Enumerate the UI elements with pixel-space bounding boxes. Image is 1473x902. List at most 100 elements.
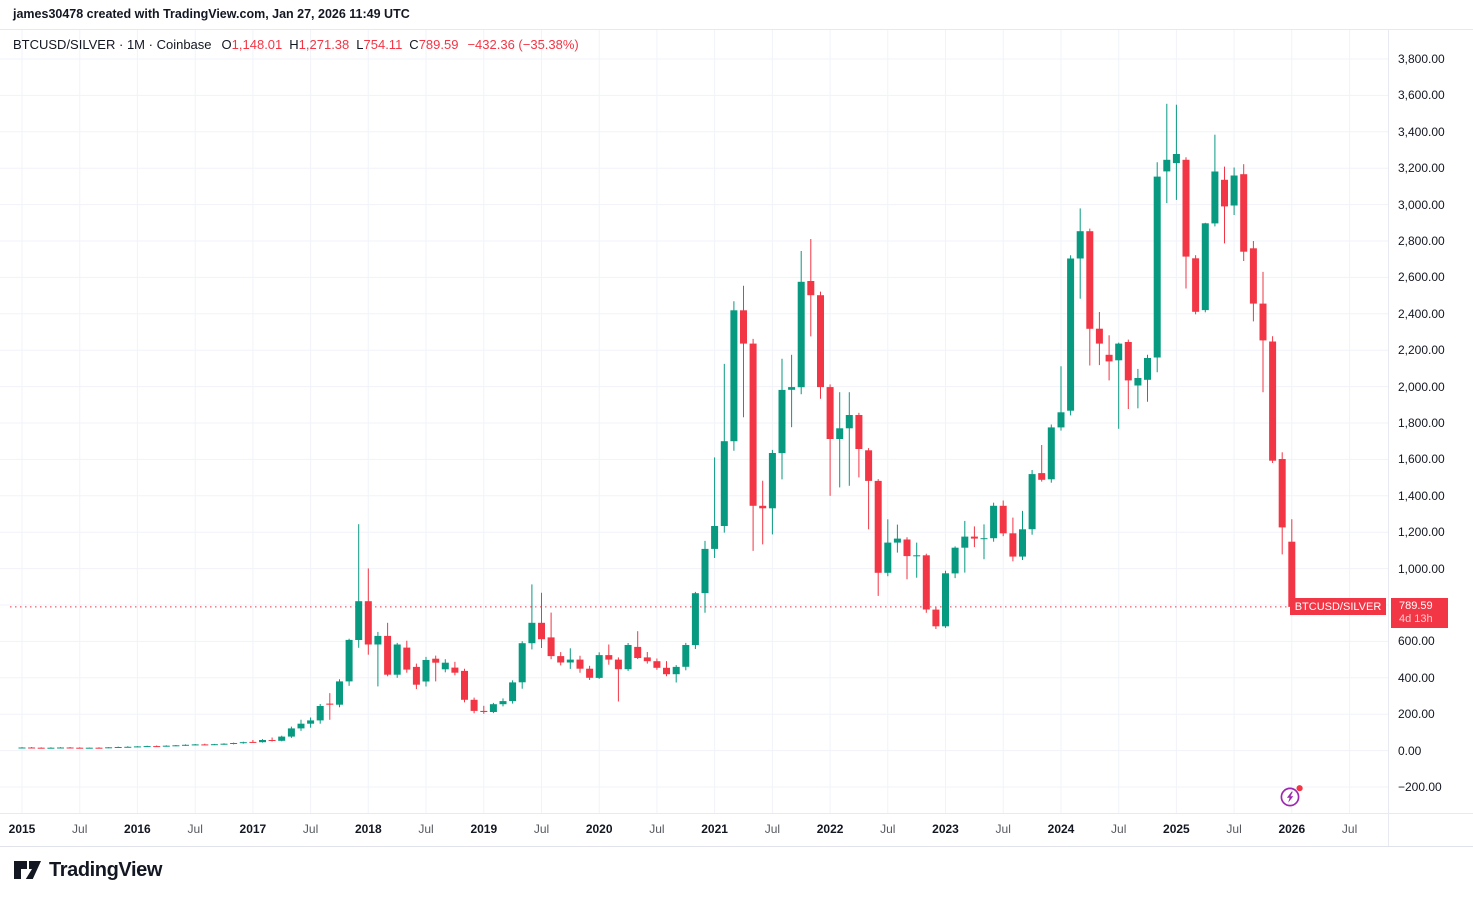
candle-body bbox=[432, 658, 440, 663]
time-tick-month: Jul bbox=[649, 822, 665, 836]
candle-body bbox=[740, 310, 747, 344]
candle-body bbox=[239, 742, 247, 744]
candle-body bbox=[124, 746, 132, 748]
time-tick-year: 2015 bbox=[8, 822, 36, 836]
candle-body bbox=[855, 415, 863, 449]
candle-body bbox=[1028, 474, 1036, 530]
candle-body bbox=[1067, 258, 1075, 411]
candle-body bbox=[817, 295, 824, 388]
candle-body bbox=[1172, 154, 1180, 164]
price-tick-label: 600.00 bbox=[1398, 634, 1435, 649]
candle-body bbox=[18, 747, 26, 749]
candle-body bbox=[451, 667, 459, 673]
candle-body bbox=[797, 281, 805, 388]
time-tick-year: 2018 bbox=[354, 822, 382, 836]
exchange-label: Coinbase bbox=[156, 36, 212, 52]
candle-body bbox=[230, 743, 238, 744]
time-tick-year: 2019 bbox=[470, 822, 498, 836]
candle-body bbox=[711, 526, 719, 549]
candle-body bbox=[1038, 473, 1046, 480]
price-tick-label: 2,200.00 bbox=[1398, 343, 1445, 358]
time-axis-border bbox=[0, 846, 1473, 847]
price-tick-label: 2,000.00 bbox=[1398, 379, 1445, 394]
candle-body bbox=[1076, 231, 1084, 259]
time-tick-month: Jul bbox=[302, 822, 319, 836]
ohlc-open-value: 1,148.01 bbox=[231, 36, 283, 52]
candle-body bbox=[1134, 378, 1142, 386]
candle-body bbox=[1057, 412, 1065, 428]
candle-body bbox=[480, 710, 488, 712]
ohlc-open-label: O bbox=[221, 36, 232, 52]
candle-body bbox=[1105, 354, 1113, 362]
candle-body bbox=[1115, 343, 1123, 361]
price-tick-label: 1,800.00 bbox=[1398, 416, 1445, 430]
candle-body bbox=[412, 666, 420, 685]
candle-body bbox=[422, 660, 430, 682]
candle-body bbox=[970, 536, 978, 539]
candle-body bbox=[1230, 175, 1238, 206]
candle-body bbox=[672, 666, 680, 675]
candle-body bbox=[922, 555, 930, 610]
tradingview-logo[interactable]: TradingView bbox=[13, 857, 162, 883]
ohlc-high-label: H bbox=[289, 36, 299, 52]
candle-body bbox=[749, 343, 757, 506]
candle-body bbox=[1269, 341, 1277, 461]
bar-countdown: 4d 13h bbox=[1399, 612, 1433, 625]
candle-body bbox=[201, 744, 209, 746]
candle-body bbox=[1144, 358, 1151, 380]
watermark-bar: james30478 created with TradingView.com,… bbox=[0, 0, 1473, 30]
candle-body bbox=[441, 662, 449, 670]
legend: BTCUSD/SILVER · 1M · Coinbase O 1,148.01… bbox=[13, 36, 579, 52]
candle-body bbox=[893, 538, 901, 543]
candle-body bbox=[28, 747, 36, 749]
candle-body bbox=[528, 622, 536, 644]
time-tick-year: 2021 bbox=[701, 822, 728, 836]
price-tick-label: −200.00 bbox=[1398, 780, 1442, 794]
time-tick-month: Jul bbox=[764, 822, 781, 836]
time-tick-year: 2020 bbox=[585, 822, 613, 836]
candle-body bbox=[691, 593, 699, 646]
candle-body bbox=[566, 659, 574, 663]
candle-body bbox=[1211, 171, 1219, 224]
time-tick-year: 2025 bbox=[1163, 822, 1190, 836]
price-tick-label: 400.00 bbox=[1398, 670, 1435, 685]
candle-body bbox=[865, 450, 873, 481]
candle-body bbox=[133, 746, 141, 748]
candle-body bbox=[1019, 529, 1026, 557]
candle-body bbox=[355, 601, 363, 640]
lightning-bolt-icon bbox=[1286, 791, 1294, 803]
price-tick-label: 1,600.00 bbox=[1398, 452, 1445, 467]
candle-body bbox=[259, 740, 266, 743]
candle-body bbox=[499, 701, 507, 705]
ohlc-close-label: C bbox=[409, 36, 419, 52]
candles bbox=[18, 103, 1296, 749]
flash-event-icon[interactable] bbox=[1278, 782, 1306, 810]
candle-body bbox=[1153, 176, 1161, 358]
tradingview-logo-text: TradingView bbox=[49, 858, 163, 881]
candle-body bbox=[845, 415, 853, 429]
candle-body bbox=[836, 428, 844, 439]
candle-body bbox=[95, 747, 103, 749]
candle-body bbox=[595, 655, 603, 678]
candle-body bbox=[538, 622, 545, 640]
candle-body bbox=[210, 744, 218, 746]
time-tick-year: 2022 bbox=[816, 822, 844, 836]
candle-body bbox=[653, 661, 661, 668]
notification-dot bbox=[1296, 785, 1303, 792]
candle-body bbox=[874, 480, 882, 573]
candle-body bbox=[624, 645, 632, 670]
time-tick-year: 2023 bbox=[932, 822, 959, 836]
time-tick-month: Jul bbox=[1341, 822, 1358, 836]
candle-body bbox=[1201, 223, 1209, 311]
candle-body bbox=[1124, 342, 1132, 381]
candle-body bbox=[220, 743, 228, 745]
time-tick-year: 2016 bbox=[124, 822, 151, 836]
candle-body bbox=[461, 670, 468, 700]
symbol-title[interactable]: BTCUSD/SILVER · 1M · Coinbase bbox=[13, 36, 212, 52]
candle-body bbox=[759, 505, 767, 509]
candle-body bbox=[37, 747, 45, 749]
candle-body bbox=[884, 542, 892, 573]
price-line-symbol-flag: BTCUSD/SILVER bbox=[1290, 598, 1386, 616]
